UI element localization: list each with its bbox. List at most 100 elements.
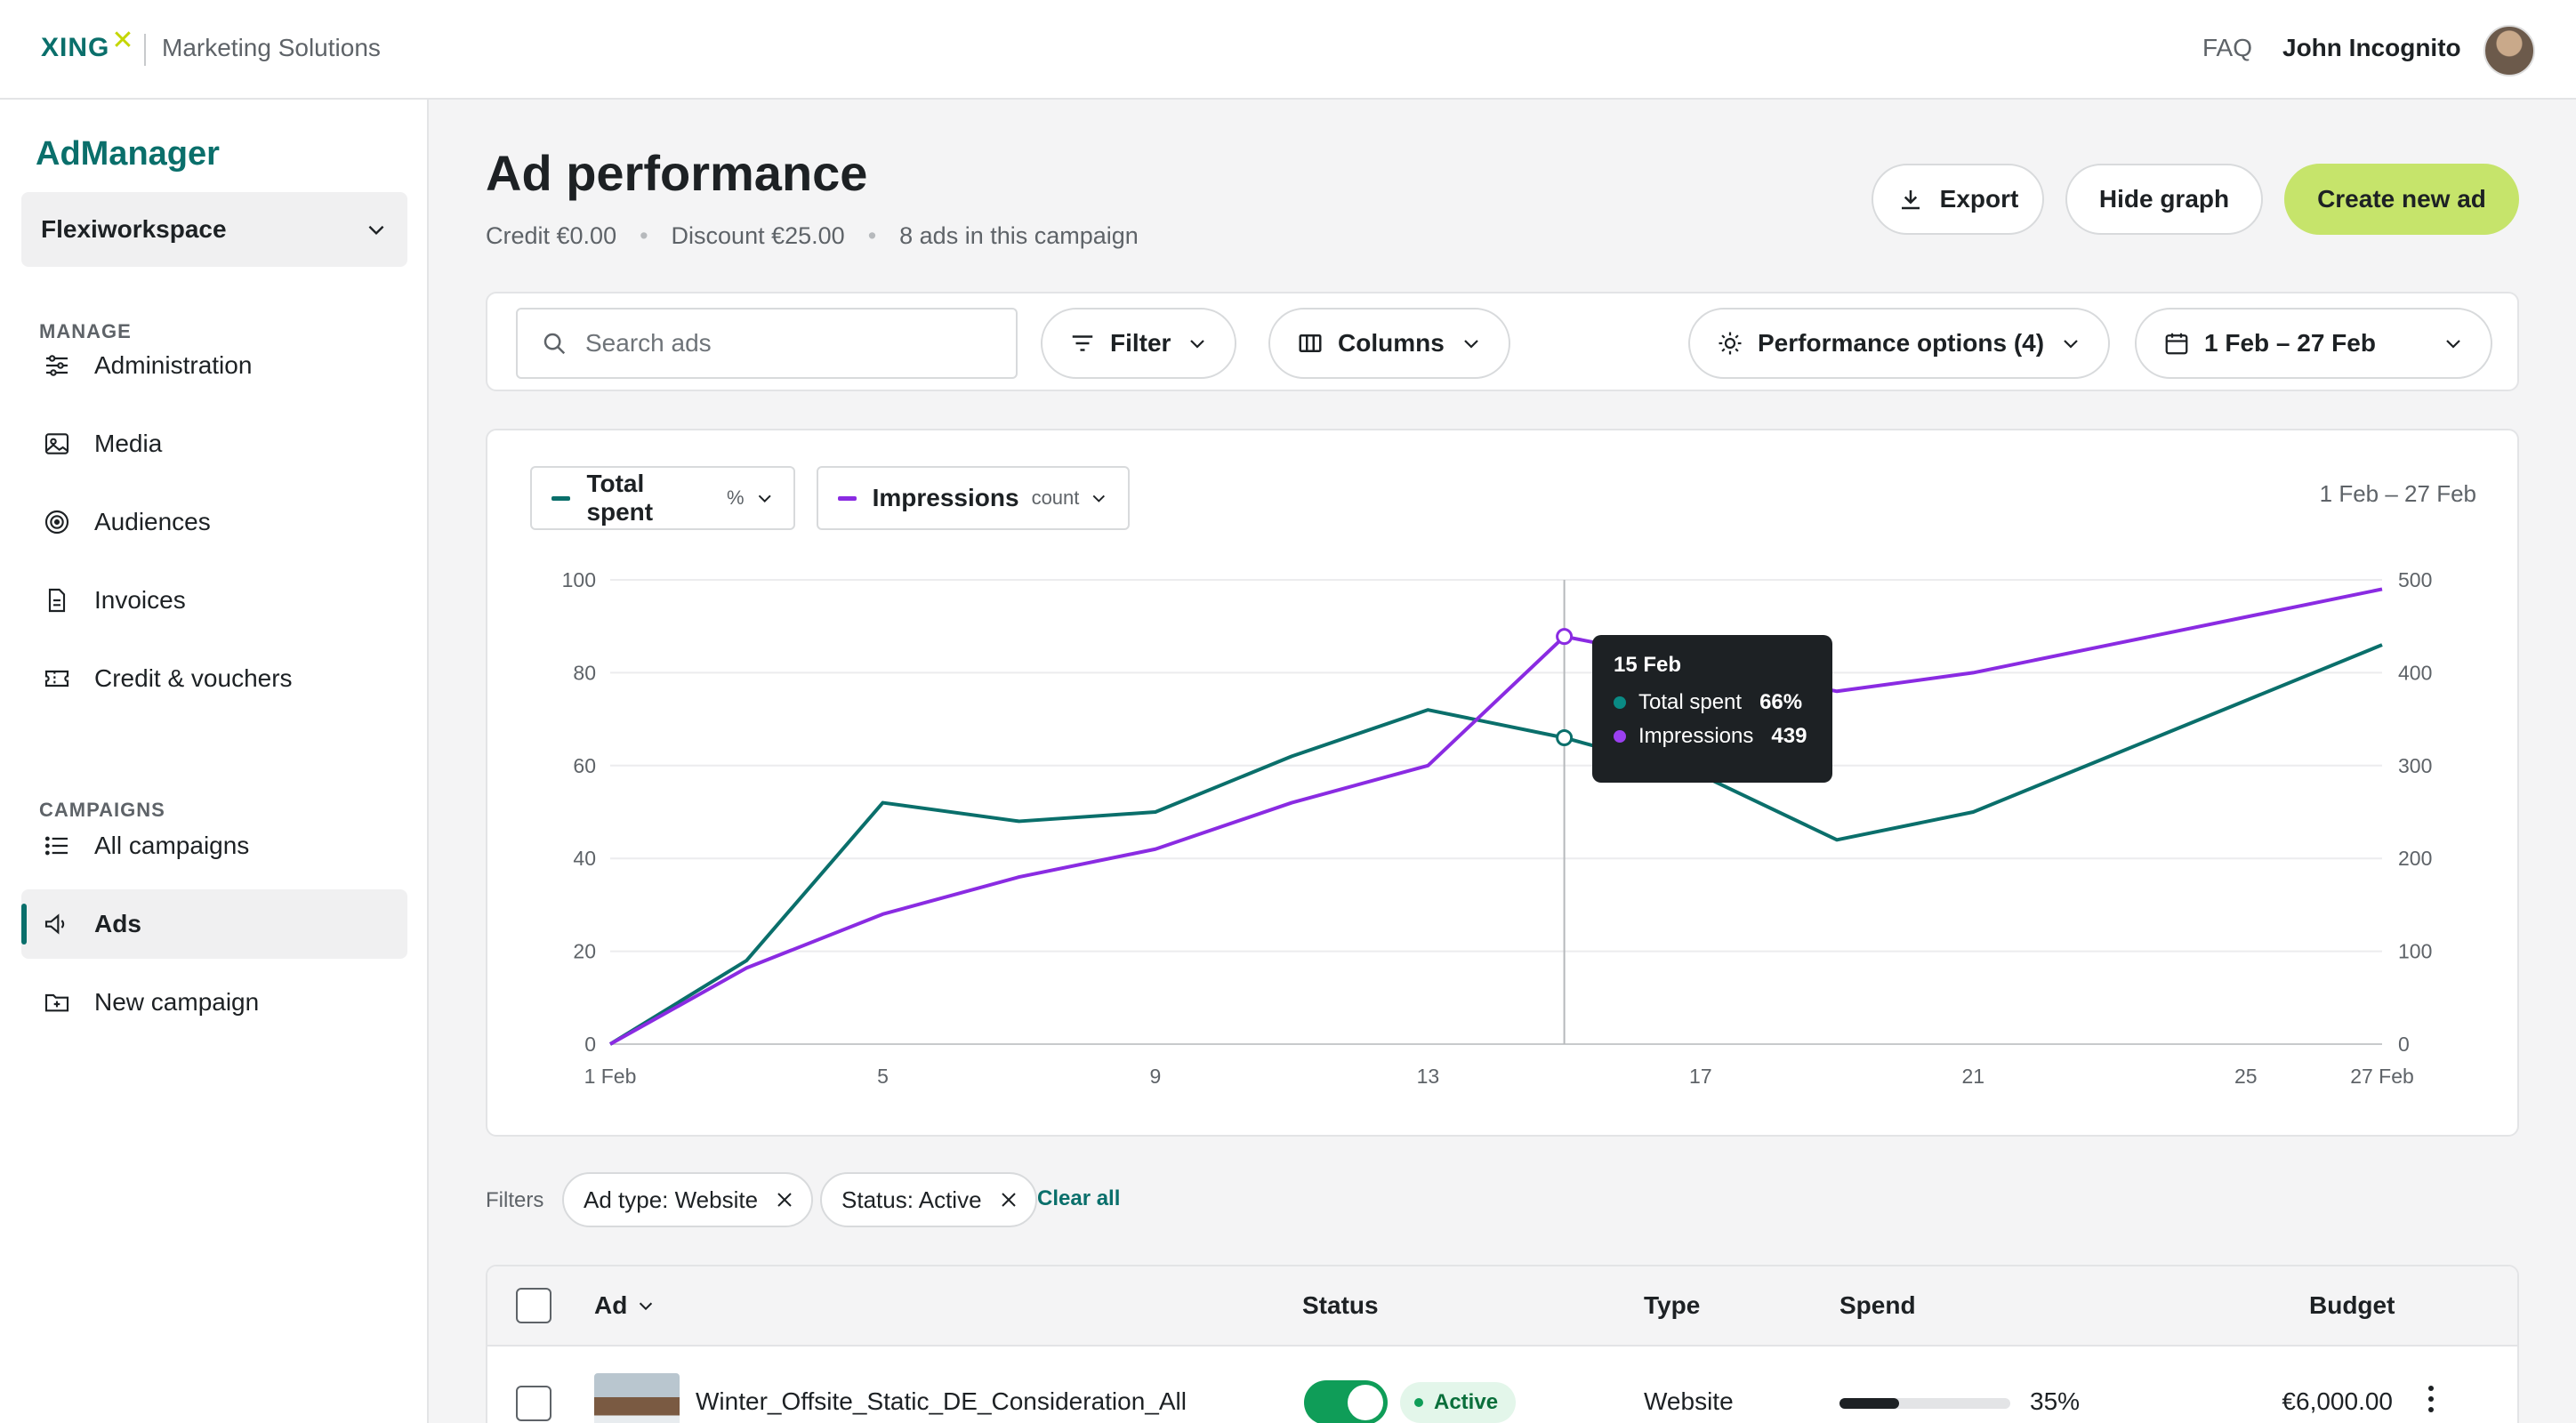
sidebar-item-label: All campaigns — [94, 832, 250, 859]
sidebar-item-new-campaign[interactable]: New campaign — [21, 968, 407, 1037]
chevron-down-icon — [2443, 333, 2464, 354]
sliders-icon — [41, 350, 73, 382]
tooltip-label: Impressions — [1638, 724, 1754, 748]
column-header-budget: Budget — [2309, 1291, 2395, 1319]
ad-budget: €6,000.00 — [2282, 1387, 2393, 1415]
x-tick-label: 5 — [877, 1065, 889, 1088]
spend-progress-bar — [1839, 1398, 2010, 1409]
chevron-down-icon — [640, 1302, 653, 1311]
y-tick-label-right: 0 — [2398, 1033, 2410, 1056]
target-icon — [41, 506, 73, 538]
date-range-select[interactable]: 1 Feb – 27 Feb — [2135, 308, 2492, 379]
sidebar-item-label: Invoices — [94, 586, 186, 614]
tooltip-value: 66% — [1759, 690, 1803, 714]
ad-name[interactable]: Winter_Offsite_Static_DE_Consideration_A… — [696, 1387, 1187, 1415]
download-icon — [1897, 186, 1924, 213]
avatar[interactable] — [2483, 25, 2535, 76]
status-dot — [1414, 1398, 1423, 1407]
logo-text: XING — [41, 32, 110, 62]
filter-button[interactable]: Filter — [1041, 308, 1237, 379]
row-checkbox[interactable] — [516, 1386, 551, 1421]
sidebar-item-ads[interactable]: Ads — [21, 889, 407, 959]
close-icon[interactable] — [998, 1189, 1019, 1210]
tooltip-date: 15 Feb — [1614, 653, 1682, 677]
x-tick-label: 13 — [1417, 1065, 1440, 1088]
chevron-down-icon — [758, 494, 771, 502]
logo-mark: ✕ — [111, 26, 134, 55]
columns-label: Columns — [1338, 329, 1445, 357]
line-chart[interactable]: 0 20 40 60 80 100 0 100 200 300 400 500 1 Feb 5 9 13 17 2… — [487, 430, 2521, 1138]
search-box[interactable] — [516, 308, 1018, 379]
search-input[interactable] — [585, 329, 977, 358]
close-icon[interactable] — [774, 1189, 795, 1210]
sidebar-item-administration[interactable]: Administration — [21, 331, 407, 400]
clear-all-link[interactable]: Clear all — [1037, 1186, 1121, 1210]
ticket-icon — [41, 663, 73, 695]
column-header-ad[interactable]: Ad — [594, 1291, 656, 1320]
ads-table: Ad Status Type Spend Budget Winter_Offsi… — [486, 1265, 2519, 1423]
series-swatch — [551, 495, 571, 501]
column-header-status: Status — [1302, 1291, 1379, 1319]
chevron-down-icon — [2060, 333, 2081, 354]
page-title: Ad performance — [486, 145, 868, 201]
campaigns-section-label: CAMPAIGNS — [39, 799, 165, 821]
discount-value: Discount €25.00 — [671, 222, 845, 249]
metric-select-impressions[interactable]: Impressions count — [817, 466, 1130, 530]
workspace-select[interactable]: Flexiworkspace — [21, 192, 407, 267]
logo-divider — [144, 34, 146, 66]
performance-options-button[interactable]: Performance options (4) — [1688, 308, 2111, 379]
spend-percent: 35% — [2030, 1387, 2081, 1415]
x-tick-label: 21 — [1962, 1065, 1985, 1088]
columns-button[interactable]: Columns — [1268, 308, 1510, 379]
campaign-meta: Credit €0.00 • Discount €25.00 • 8 ads i… — [486, 222, 1139, 250]
hide-graph-button[interactable]: Hide graph — [2065, 164, 2263, 235]
x-tick-label: 25 — [2234, 1065, 2258, 1088]
chevron-down-icon — [1093, 494, 1106, 502]
series-swatch — [838, 495, 857, 501]
list-icon — [41, 830, 73, 862]
calendar-icon — [2163, 330, 2190, 357]
x-tick-label: 27 Feb — [2350, 1065, 2414, 1088]
export-label: Export — [1939, 185, 2019, 213]
series-dot — [1614, 696, 1626, 709]
ads-count: 8 ads in this campaign — [899, 222, 1139, 249]
sidebar-item-credit-vouchers[interactable]: Credit & vouchers — [21, 644, 407, 713]
metric-unit: count — [1031, 486, 1080, 509]
row-more-menu-icon[interactable] — [2428, 1386, 2434, 1412]
image-icon — [41, 428, 73, 460]
spend-progress-fill — [1839, 1398, 1900, 1409]
y-tick-label-right: 400 — [2398, 661, 2432, 684]
highlight-point-impressions — [1556, 628, 1574, 646]
filter-chip-ad-type[interactable]: Ad type: Website — [562, 1172, 814, 1227]
create-new-ad-button[interactable]: Create new ad — [2284, 164, 2519, 235]
user-name[interactable]: John Incognito — [2282, 34, 2461, 61]
export-button[interactable]: Export — [1872, 164, 2044, 235]
xing-logo[interactable]: XING ✕ — [41, 26, 134, 63]
series-line-total-spent — [608, 643, 2383, 1046]
ad-type: Website — [1644, 1387, 1734, 1415]
y-tick-label-left: 0 — [584, 1033, 596, 1056]
sidebar-item-all-campaigns[interactable]: All campaigns — [21, 811, 407, 880]
sidebar: AdManager Flexiworkspace MANAGE Administ… — [0, 100, 429, 1423]
y-tick-label-right: 500 — [2398, 568, 2432, 591]
sidebar-item-media[interactable]: Media — [21, 409, 407, 478]
select-all-checkbox[interactable] — [516, 1288, 551, 1323]
metric-select-total-spent[interactable]: Total spent % — [530, 466, 795, 530]
search-icon — [543, 333, 566, 355]
ad-thumbnail — [594, 1373, 680, 1423]
y-tick-label-right: 200 — [2398, 847, 2432, 870]
sidebar-item-audiences[interactable]: Audiences — [21, 487, 407, 557]
column-header-spend: Spend — [1839, 1291, 1916, 1319]
filter-label: Filter — [1110, 329, 1171, 357]
faq-link[interactable]: FAQ — [2202, 34, 2253, 61]
filter-chip-label: Status: Active — [841, 1186, 982, 1213]
filter-chip-status[interactable]: Status: Active — [820, 1172, 1037, 1227]
create-new-ad-label: Create new ad — [2317, 185, 2486, 213]
sidebar-item-invoices[interactable]: Invoices — [21, 566, 407, 635]
ads-toolbar: Filter Columns Performance options (4) 1… — [486, 292, 2519, 391]
performance-chart-card: Total spent % Impressions count 1 Feb – … — [486, 429, 2519, 1137]
x-tick-label: 9 — [1150, 1065, 1162, 1088]
status-toggle[interactable] — [1304, 1380, 1388, 1423]
sidebar-item-label: Credit & vouchers — [94, 664, 293, 692]
table-header: Ad Status Type Spend Budget — [487, 1266, 2517, 1347]
